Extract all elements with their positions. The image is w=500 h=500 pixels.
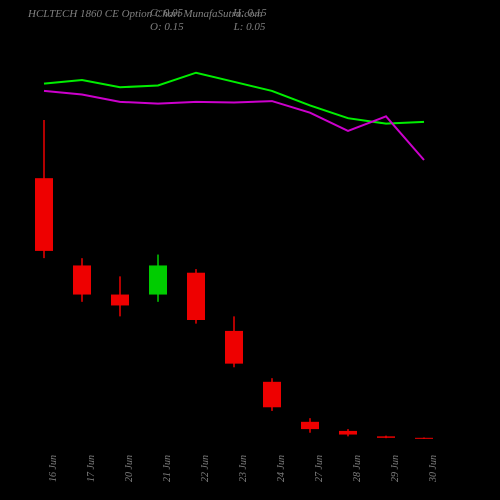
x-tick-label: 20 Jun [124,455,135,482]
ohlc-h: H: 0.15 [233,6,267,20]
x-tick-label: 17 Jun [86,455,97,482]
x-tick-label: 21 Jun [162,455,173,482]
x-tick-label: 22 Jun [200,455,211,482]
x-tick-label: 28 Jun [352,455,363,482]
x-tick-label: 24 Jun [276,455,287,482]
ohlc-c: C: 0.05 [150,6,183,20]
x-tick-label: 16 Jun [48,455,59,482]
x-tick-label: 27 Jun [314,455,325,482]
chart-svg [20,30,470,450]
x-tick-label: 30 Jun [428,455,439,482]
x-axis-labels: 16 Jun 17 Jun 20 Jun 21 Jun 22 Jun 23 Jun 24 J… [20,430,470,490]
x-tick-label: 29 Jun [390,455,401,482]
x-tick-label: 23 Jun [238,455,249,482]
